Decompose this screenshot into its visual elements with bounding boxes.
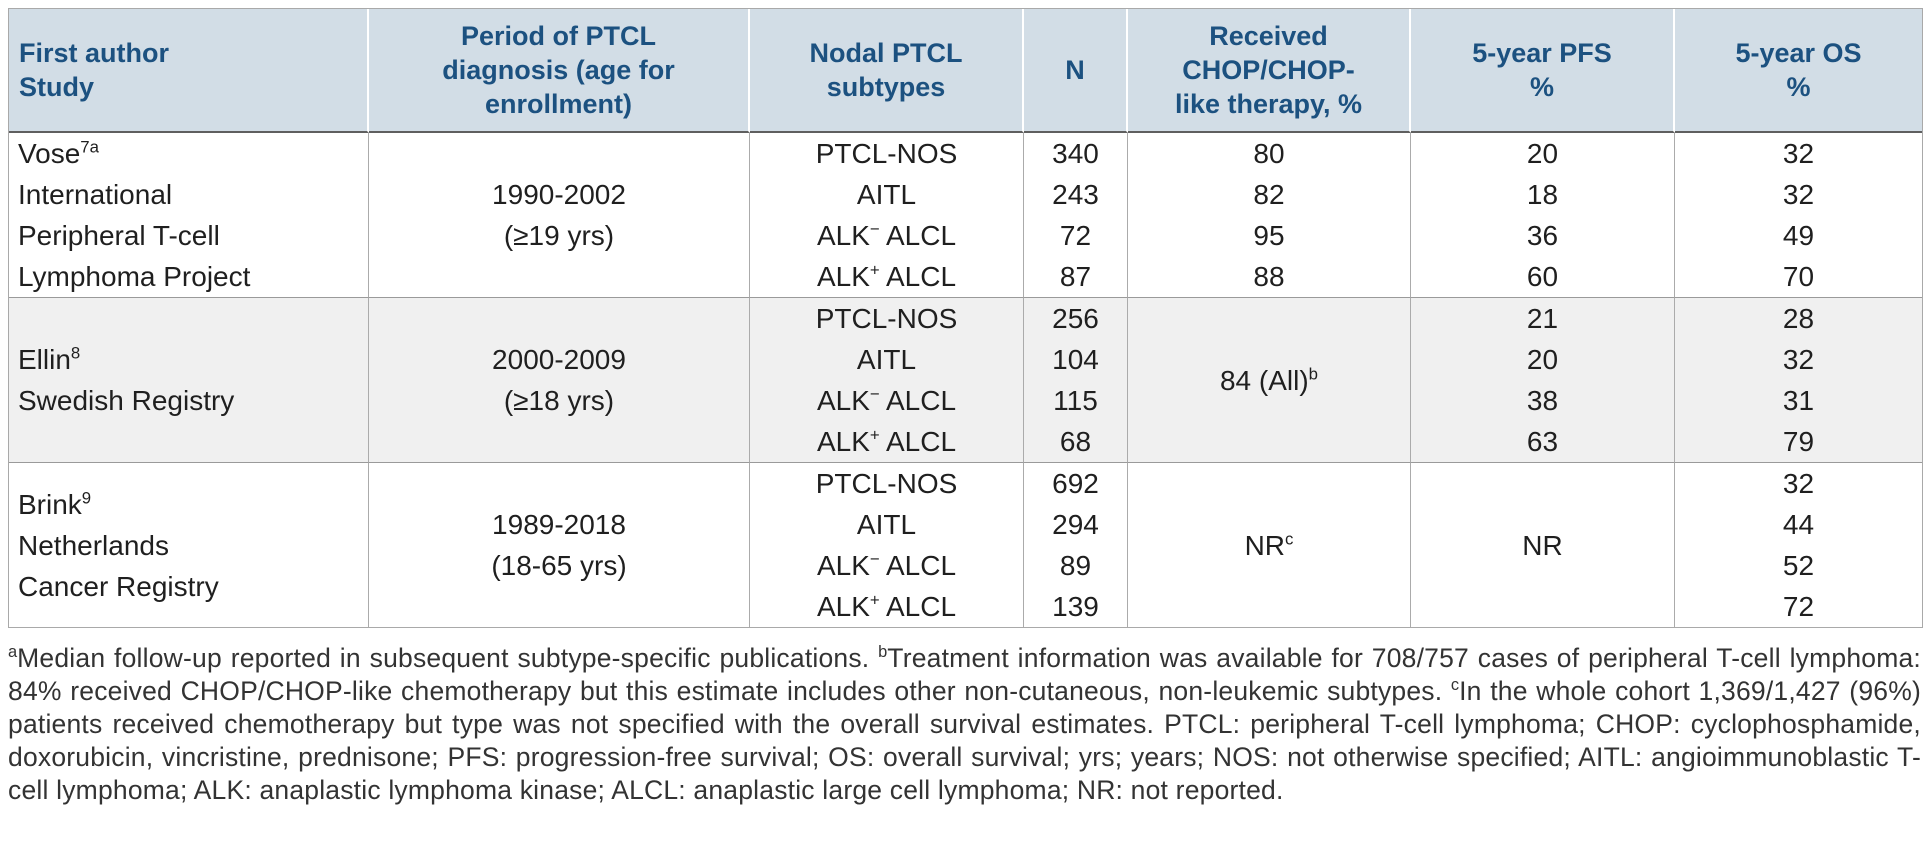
pfs-cell: 60 [1411, 256, 1675, 297]
pfs-cell: 21 [1411, 297, 1675, 339]
subtype-cell: ALK− ALCL [750, 215, 1024, 256]
subtype-cell: ALK− ALCL [750, 380, 1024, 421]
superscript-ref: 7a [80, 137, 99, 157]
study-cell: Ellin8 Swedish Registry [9, 297, 369, 462]
subtype-cell: PTCL-NOS [750, 133, 1024, 174]
subtype-cell: ALK+ ALCL [750, 256, 1024, 297]
os-cell: 49 [1782, 220, 1815, 251]
subtype-cell: PTCL-NOS [750, 297, 1024, 339]
n-cell: 72 [1024, 215, 1128, 256]
subtype-cell: ALK− ALCL [750, 545, 1024, 586]
period-cell: 1989-2018 (18-65 yrs) [369, 462, 750, 627]
os-cell: 32 [1675, 339, 1922, 380]
page: First author Study Period of PTCL diagno… [8, 8, 1923, 805]
os-cell: 32 [1675, 462, 1922, 504]
table-row: Vose7a International Peripheral T-cell L… [9, 133, 1922, 297]
table-row: ALK− ALCL 89 52 [9, 545, 1922, 586]
subtype-cell: AITL [750, 174, 1024, 215]
n-cell: 340 [1024, 133, 1128, 174]
superscript-ref: c [1285, 529, 1294, 549]
chop-cell: 88 [1128, 256, 1411, 297]
os-cell: 72 [1782, 591, 1815, 622]
table-row: AITL 243 82 18 32 [9, 174, 1922, 215]
subtype-cell: AITL [750, 339, 1024, 380]
subtype-cell: PTCL-NOS [750, 462, 1024, 504]
superscript-ref: a [8, 643, 18, 662]
table-row: ALK− ALCL 72 95 36 49 [9, 215, 1922, 256]
column-header-study: First author Study [9, 9, 369, 133]
n-cell: 256 [1024, 297, 1128, 339]
subtype-cell: ALK+ ALCL [750, 586, 1024, 627]
n-cell: 68 [1024, 421, 1128, 462]
os-cell: 52 [1782, 550, 1815, 581]
table-row: Brink9 Netherlands Cancer Registry 1989-2… [9, 462, 1922, 627]
table-row: AITL 104 20 32 [9, 339, 1922, 380]
period-cell: 1990-2002 (≥19 yrs) [369, 133, 750, 297]
table-body: Vose7a International Peripheral T-cell L… [9, 133, 1922, 627]
table-row: AITL 294 44 [9, 504, 1922, 545]
os-cell: 31 [1675, 380, 1922, 421]
table-row: ALK+ ALCL 68 63 79 [9, 421, 1922, 462]
pfs-cell: NR [1411, 462, 1675, 627]
n-cell: 104 [1024, 339, 1128, 380]
superscript-ref: + [869, 590, 880, 610]
chop-cell: 80 [1128, 133, 1411, 174]
subtype-cell: ALK+ ALCL [750, 421, 1024, 462]
superscript-ref: b [878, 643, 888, 662]
os-cell: 32 [1782, 138, 1815, 169]
superscript-ref: + [869, 260, 880, 280]
pfs-cell: 63 [1411, 421, 1675, 462]
column-header-os: 5-year OS % [1675, 9, 1922, 133]
superscript-ref: b [1308, 364, 1319, 384]
table-row: ALK− ALCL 115 38 31 [9, 380, 1922, 421]
footnote: aMedian follow-up reported in subsequent… [8, 643, 1921, 805]
chop-cell: 82 [1128, 174, 1411, 215]
superscript-ref: 9 [81, 488, 92, 508]
subtype-cell: AITL [750, 504, 1024, 545]
pfs-cell: 20 [1411, 339, 1675, 380]
study-cell: Vose7a International Peripheral T-cell L… [9, 133, 369, 297]
n-cell: 243 [1024, 174, 1128, 215]
period-cell: 2000-2009 (≥18 yrs) [369, 297, 750, 462]
os-cell: 32 [1782, 179, 1815, 210]
superscript-ref: − [869, 219, 880, 239]
pfs-cell: 38 [1411, 380, 1675, 421]
superscript-ref: c [1450, 676, 1460, 695]
table-row: Ellin8 Swedish Registry 2000-2009 (≥18 yr… [9, 297, 1922, 462]
chop-cell: NRc [1128, 462, 1411, 627]
chop-cell: 95 [1128, 215, 1411, 256]
n-cell: 692 [1024, 462, 1128, 504]
table-header: First author Study Period of PTCL diagno… [9, 9, 1922, 133]
header-row: First author Study Period of PTCL diagno… [9, 9, 1922, 133]
os-cell: 28 [1675, 297, 1922, 339]
column-header-pfs: 5-year PFS % [1411, 9, 1675, 133]
n-cell: 294 [1024, 504, 1128, 545]
n-cell: 89 [1024, 545, 1128, 586]
table-row: ALK+ ALCL 87 88 60 70 [9, 256, 1922, 297]
table-row: ALK+ ALCL 139 72 [9, 586, 1922, 627]
column-header-period: Period of PTCL diagnosis (age for enroll… [369, 9, 750, 133]
n-cell: 139 [1024, 586, 1128, 627]
superscript-ref: + [869, 425, 880, 445]
ptcl-studies-table: First author Study Period of PTCL diagno… [8, 8, 1923, 628]
pfs-cell: 20 [1411, 133, 1675, 174]
os-cell: 79 [1675, 421, 1922, 462]
chop-cell: 84 (All)b [1128, 297, 1411, 462]
column-header-chop: Received CHOP/CHOP- like therapy, % [1128, 9, 1411, 133]
os-cell: 70 [1782, 261, 1815, 292]
superscript-ref: 8 [70, 343, 81, 363]
os-cell: 44 [1782, 509, 1815, 540]
column-header-n: N [1024, 9, 1128, 133]
superscript-ref: − [869, 549, 880, 569]
pfs-cell: 18 [1411, 174, 1675, 215]
pfs-cell: 36 [1411, 215, 1675, 256]
column-header-subtype: Nodal PTCL subtypes [750, 9, 1024, 133]
n-cell: 87 [1024, 256, 1128, 297]
superscript-ref: − [869, 384, 880, 404]
n-cell: 115 [1024, 380, 1128, 421]
study-cell: Brink9 Netherlands Cancer Registry [9, 462, 369, 627]
